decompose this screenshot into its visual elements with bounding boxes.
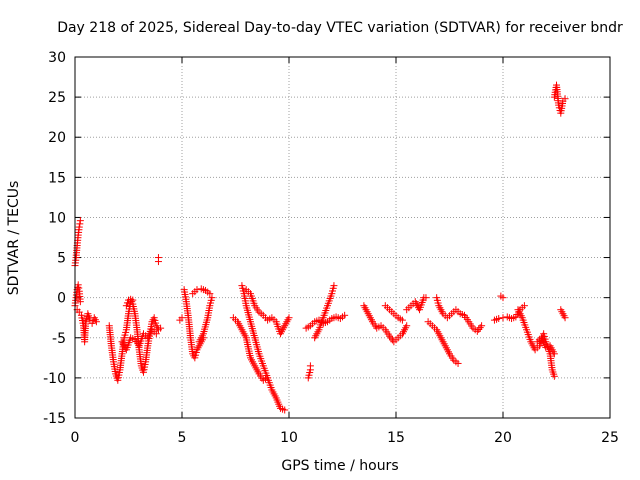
y-axis-title: SDTVAR / TECUs: [6, 181, 22, 296]
data-point: [454, 359, 462, 367]
data-point: [178, 314, 186, 322]
y-tick-label: 0: [57, 291, 66, 307]
data-point: [398, 316, 406, 324]
data-point: [152, 330, 160, 338]
x-tick-label: 25: [601, 430, 619, 446]
data-point: [75, 223, 83, 231]
y-tick-label: 15: [48, 170, 66, 186]
data-point: [561, 314, 569, 322]
y-tick-label: 30: [48, 50, 66, 66]
y-tick-label: 10: [48, 210, 66, 226]
data-point: [422, 294, 430, 302]
y-tick-label: -5: [52, 331, 66, 347]
data-point: [76, 217, 84, 225]
data-point: [478, 322, 486, 330]
data-point: [206, 290, 214, 298]
grid: [75, 57, 610, 418]
data-point: [92, 318, 100, 326]
data-point: [341, 311, 349, 319]
y-tick-label: -10: [43, 371, 66, 387]
y-tick-label: 5: [57, 251, 66, 267]
y-tick-label: -15: [43, 411, 66, 427]
data-point: [550, 350, 558, 358]
data-point: [403, 322, 411, 330]
data-point: [330, 282, 338, 290]
x-axis-title: GPS time / hours: [281, 458, 398, 474]
plot-frame: [74, 56, 611, 419]
data-point: [306, 362, 314, 370]
x-tick-labels: 0 5 10 15 20 25: [71, 430, 619, 446]
data-point: [495, 315, 503, 323]
data-point: [550, 372, 558, 380]
data-point: [193, 286, 201, 294]
x-tick-label: 15: [387, 430, 405, 446]
data-point: [208, 294, 216, 302]
data-point: [76, 298, 84, 306]
data-point: [520, 302, 528, 310]
data-points: [71, 81, 569, 414]
data-point: [499, 314, 507, 322]
data-point: [561, 95, 569, 103]
x-tick-label: 0: [71, 430, 80, 446]
data-point: [154, 254, 162, 262]
data-point: [74, 281, 82, 289]
data-point: [157, 324, 165, 332]
y-tick-labels: -15 -10 -5 0 5 10 15 20 25 30: [43, 50, 66, 427]
data-point: [75, 284, 83, 292]
y-tick-label: 25: [48, 90, 66, 106]
x-tick-label: 5: [178, 430, 187, 446]
x-tick-label: 20: [494, 430, 512, 446]
data-point: [76, 220, 84, 228]
data-point: [281, 406, 289, 414]
x-tick-label: 10: [280, 430, 298, 446]
data-point: [499, 294, 507, 302]
data-point: [285, 314, 293, 322]
chart-title: Day 218 of 2025, Sidereal Day-to-day VTE…: [57, 20, 623, 36]
y-tick-label: 20: [48, 130, 66, 146]
